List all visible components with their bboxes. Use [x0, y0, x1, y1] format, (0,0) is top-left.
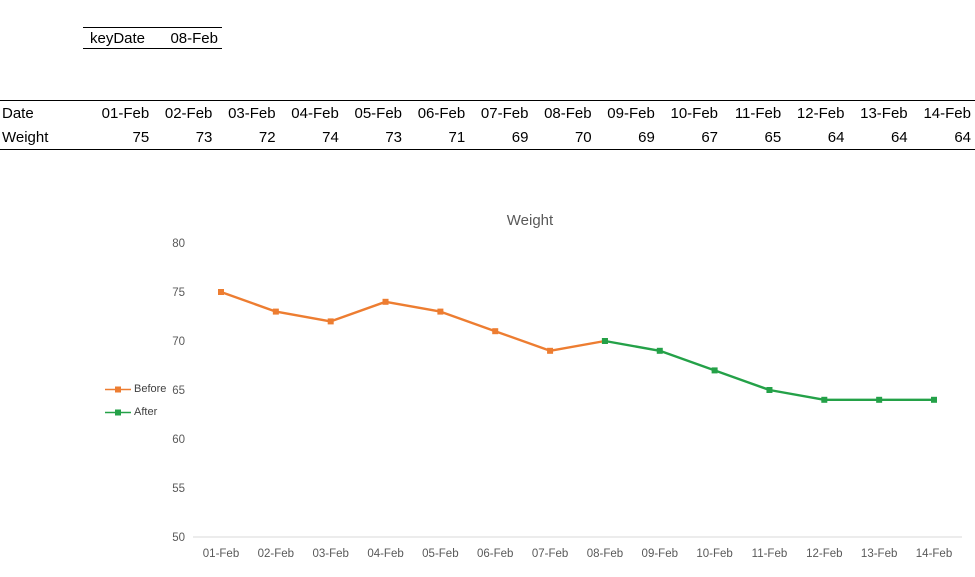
date-cell[interactable]: 12-Feb — [796, 104, 845, 122]
date-row: Date 01-Feb 02-Feb 03-Feb 04-Feb 05-Feb 06-Fe… — [0, 101, 975, 126]
weight-cell[interactable]: 67 — [701, 128, 719, 146]
x-tick-label: 01-Feb — [203, 548, 239, 560]
weight-cell[interactable]: 72 — [258, 128, 276, 146]
series-marker-before[interactable] — [547, 347, 554, 354]
y-tick-label: 50 — [172, 532, 185, 544]
series-marker-before[interactable] — [327, 318, 334, 325]
legend-marker-icon — [105, 386, 131, 392]
date-cell[interactable]: 06-Feb — [417, 104, 466, 122]
y-tick-label: 55 — [172, 483, 185, 495]
x-tick-label: 02-Feb — [258, 548, 294, 560]
series-marker-after[interactable] — [766, 387, 773, 393]
weight-row-label[interactable]: Weight — [2, 128, 49, 146]
legend-item-before[interactable]: Before — [105, 383, 166, 395]
weight-cell[interactable]: 65 — [764, 128, 782, 146]
series-marker-after[interactable] — [656, 347, 663, 354]
x-tick-label: 10-Feb — [696, 548, 732, 560]
chart-title: Weight — [506, 212, 554, 229]
x-tick-label: 11-Feb — [752, 548, 788, 560]
series-marker-before[interactable] — [382, 298, 389, 305]
weight-cell[interactable]: 69 — [638, 128, 655, 146]
x-tick-label: 13-Feb — [861, 548, 897, 560]
weight-cell[interactable]: 64 — [827, 128, 845, 146]
x-tick-label: 04-Feb — [367, 548, 403, 560]
key-date-value[interactable]: 08-Feb — [170, 29, 218, 47]
date-cell[interactable]: 14-Feb — [923, 104, 971, 122]
weight-chart[interactable]: 50 55 60 65 70 75 80 01-Feb 02-Feb 03-Feb 04-Feb 05… — [85, 200, 975, 577]
x-tick-label: 08-Feb — [587, 548, 623, 560]
date-cell[interactable]: 13-Feb — [860, 104, 908, 122]
series-marker-after[interactable] — [711, 367, 718, 374]
weight-cell[interactable]: 74 — [322, 128, 339, 146]
legend-marker-icon — [105, 409, 131, 415]
series-marker-after[interactable] — [876, 396, 883, 403]
y-tick-label: 70 — [172, 336, 185, 348]
series-marker-before[interactable] — [218, 289, 224, 295]
series-marker-before[interactable] — [492, 328, 499, 335]
y-tick-label: 65 — [172, 385, 185, 397]
x-tick-label: 03-Feb — [312, 548, 348, 560]
x-tick-label: 12-Feb — [806, 548, 842, 560]
date-cell[interactable]: 08-Feb — [544, 104, 592, 122]
y-tick-label: 60 — [172, 434, 185, 446]
date-cell[interactable]: 07-Feb — [480, 104, 529, 122]
y-tick-label: 80 — [172, 238, 185, 250]
x-tick-label: 14-Feb — [916, 548, 952, 560]
series-marker-after[interactable] — [931, 396, 937, 403]
weight-cell[interactable]: 64 — [890, 128, 908, 146]
series-marker-after[interactable] — [821, 396, 828, 403]
weight-cell[interactable]: 73 — [195, 128, 213, 146]
plot-area[interactable]: 50 55 60 65 70 75 80 01-Feb 02-Feb 03-Feb 04-Feb 05… — [85, 200, 975, 577]
chart-legend: Before After — [105, 383, 166, 418]
x-tick-label: 09-Feb — [642, 548, 678, 560]
weight-cell[interactable]: 75 — [132, 128, 150, 146]
weight-cell[interactable]: 64 — [954, 128, 971, 146]
weight-row: Weight 75 73 72 74 73 71 69 70 69 67 65 64 64 64 — [0, 125, 975, 150]
weight-cell[interactable]: 70 — [574, 128, 592, 146]
x-tick-label: 07-Feb — [532, 548, 568, 560]
date-cell[interactable]: 09-Feb — [607, 104, 655, 122]
weight-cell[interactable]: 69 — [511, 128, 529, 146]
legend-label: Before — [134, 383, 167, 395]
date-cell[interactable]: 01-Feb — [101, 104, 150, 122]
date-cell[interactable]: 05-Feb — [354, 104, 403, 122]
date-cell[interactable]: 03-Feb — [228, 104, 276, 122]
weight-cell[interactable]: 71 — [448, 128, 466, 146]
key-date-cell[interactable]: keyDate 08-Feb — [83, 27, 222, 49]
series-marker-after[interactable] — [601, 338, 608, 344]
date-cell[interactable]: 11-Feb — [734, 104, 782, 122]
series-line-before[interactable] — [220, 290, 606, 353]
legend-item-after[interactable]: After — [105, 406, 166, 418]
date-cell[interactable]: 04-Feb — [291, 104, 339, 122]
key-date-label: keyDate — [90, 29, 146, 47]
weight-cell[interactable]: 73 — [385, 128, 403, 146]
series-marker-before[interactable] — [272, 308, 279, 315]
x-tick-label: 05-Feb — [422, 548, 458, 560]
legend-label: After — [134, 406, 158, 418]
y-tick-label: 75 — [172, 287, 185, 299]
series-marker-before[interactable] — [437, 308, 444, 315]
x-tick-label: 06-Feb — [477, 548, 513, 560]
data-table: Date 01-Feb 02-Feb 03-Feb 04-Feb 05-Feb 06-Fe… — [0, 100, 975, 150]
date-cell[interactable]: 10-Feb — [670, 104, 719, 122]
date-row-label[interactable]: Date — [2, 104, 34, 122]
date-cell[interactable]: 02-Feb — [164, 104, 213, 122]
